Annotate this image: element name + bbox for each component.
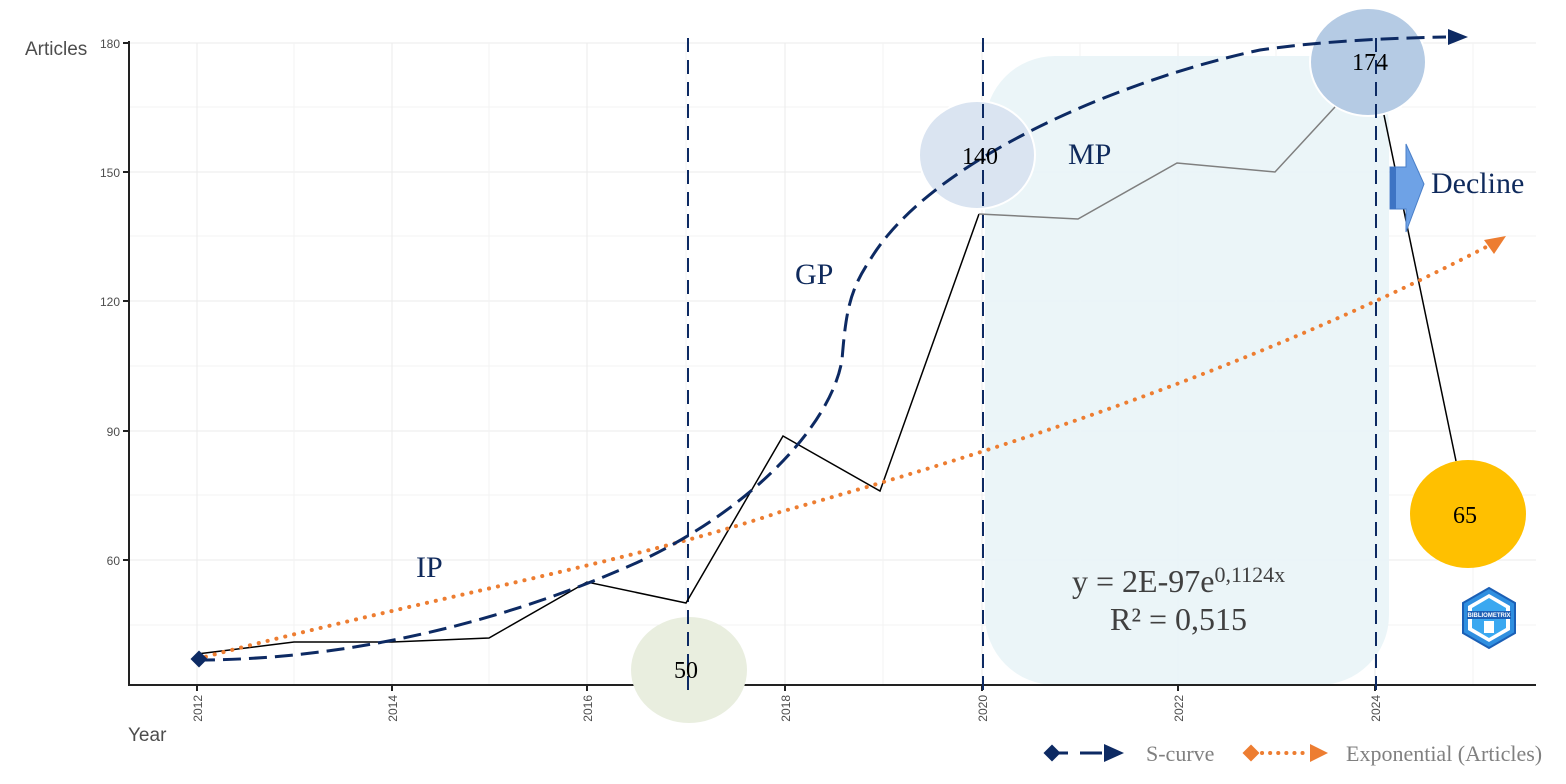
bubble-2024 [1309, 7, 1427, 117]
equation-main: y = 2E-97e [1072, 563, 1214, 599]
legend-item-s-curve: S-curve [1043, 741, 1214, 766]
logo-text: BIBLIOMETRIX [1468, 613, 1511, 619]
x-axis-title: Year [128, 725, 167, 746]
phase-label-ip: IP [416, 551, 443, 584]
y-tick-120: 120 [100, 295, 120, 309]
articles-line [196, 213, 980, 655]
r-squared: R² = 0,515 [1110, 601, 1247, 637]
trendline-equation: y = 2E-97e0,1124x [1072, 562, 1285, 599]
articles-line-mp [978, 106, 1336, 220]
bubble-2017 [631, 617, 747, 723]
x-tick-2024: 2024 [1369, 695, 1383, 722]
y-axis-title: Articles [25, 39, 87, 60]
bubble-label-2020: 140 [962, 144, 998, 170]
x-tick-2022: 2022 [1172, 695, 1186, 722]
decline-arrow-icon [1389, 143, 1425, 233]
bubble-2025 [1410, 460, 1526, 568]
s-curve-start-marker [190, 650, 208, 668]
s-curve-arrowhead [1448, 29, 1468, 45]
x-tick-2012: 2012 [191, 695, 205, 722]
bibliometrix-logo: BIBLIOMETRIX [1462, 586, 1516, 650]
phase-label-mp: MP [1068, 138, 1111, 171]
legend: S-curve Exponential (Articles) [1043, 741, 1542, 766]
phase-label-gp: GP [795, 258, 833, 291]
mp-region [985, 56, 1389, 685]
bubble-label-2017: 50 [674, 658, 698, 684]
equation-exponent: 0,1124x [1214, 562, 1285, 587]
bubble-label-2024: 174 [1352, 50, 1388, 76]
x-tick-2018: 2018 [779, 695, 793, 722]
legend-item-exponential: Exponential (Articles) [1242, 741, 1542, 766]
y-tick-180: 180 [100, 37, 120, 51]
bubble-label-2025: 65 [1453, 503, 1477, 529]
y-tick-150: 150 [100, 166, 120, 180]
x-tick-labels: 2012 2014 2016 2018 2020 2022 2024 [191, 695, 1383, 722]
exponential-arrowhead [1484, 236, 1506, 254]
x-tick-2020: 2020 [976, 695, 990, 722]
y-tick-60: 60 [107, 554, 121, 568]
legend-label-s-curve: S-curve [1146, 741, 1214, 766]
x-tick-2016: 2016 [581, 695, 595, 722]
exponential-trendline [195, 244, 1490, 661]
legend-label-exponential: Exponential (Articles) [1346, 741, 1542, 766]
y-tick-90: 90 [107, 425, 121, 439]
y-tick-labels: 180 150 120 90 60 [100, 37, 120, 568]
phase-label-decline: Decline [1431, 167, 1524, 200]
s-curve-trendline [196, 35, 1447, 662]
x-tick-2014: 2014 [386, 695, 400, 722]
